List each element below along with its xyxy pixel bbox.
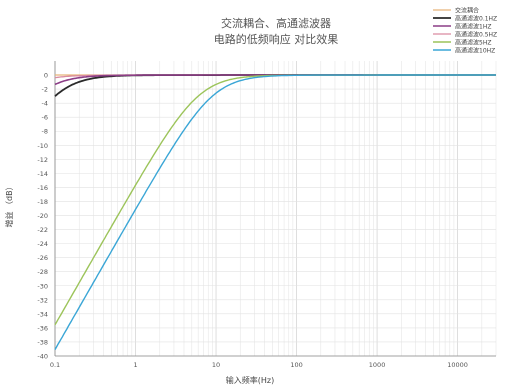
grid: [54, 61, 497, 357]
y-tick-label: -12: [37, 156, 48, 164]
y-axis-label: 增益 （dB）: [4, 182, 14, 227]
y-tick-label: -38: [37, 338, 48, 346]
axes: [54, 61, 496, 357]
y-tick-label: -22: [37, 226, 48, 234]
y-tick-labels: 0 -2 -4 -6 -8 -10 -12 -14 -16 -18 -20 -22 -24 -26 -28 -…: [37, 72, 48, 361]
y-tick-label: -20: [37, 212, 48, 220]
legend-label: 高通滤波5HZ: [455, 39, 491, 47]
y-tick-label: -30: [37, 282, 48, 290]
x-tick-label: 10: [212, 361, 220, 369]
y-tick-label: -32: [37, 296, 48, 304]
x-tick-label: 100: [290, 361, 302, 369]
y-tick-label: -4: [42, 100, 48, 108]
y-tick-label: -40: [37, 353, 48, 361]
x-tick-label: 0.1: [50, 361, 60, 369]
legend-label: 高通滤波10HZ: [455, 47, 495, 55]
x-axis-label: 输入频率(Hz): [226, 375, 274, 385]
y-tick-label: -2: [42, 86, 48, 94]
x-tick-label: 1000: [369, 361, 386, 369]
curves: [54, 74, 496, 350]
legend-label: 高通滤波1HZ: [455, 23, 491, 31]
y-tick-label: -16: [37, 184, 48, 192]
y-tick-label: -24: [37, 240, 48, 248]
y-tick-label: -10: [37, 142, 48, 150]
y-tick-label: -6: [42, 114, 48, 122]
legend: 交流耦合高通滤波0.1HZ高通滤波1HZ高通滤波0.5HZ高通滤波5HZ高通滤波…: [433, 7, 497, 55]
x-tick-labels: 0.1 1 10 100 1000 10000: [50, 361, 468, 369]
y-tick-label: -28: [37, 268, 48, 276]
x-tick-label: 10000: [447, 361, 468, 369]
y-tick-label: -8: [42, 128, 48, 136]
legend-label: 高通滤波0.5HZ: [455, 31, 497, 39]
chart-title-line-1: 交流耦合、高通滤波器: [221, 16, 331, 30]
legend-label: 交流耦合: [455, 7, 479, 15]
y-tick-label: -14: [37, 170, 48, 178]
y-tick-label: 0: [44, 72, 48, 80]
legend-label: 高通滤波0.1HZ: [455, 15, 497, 23]
series-line: [54, 74, 496, 97]
y-tick-label: -26: [37, 254, 48, 262]
y-tick-label: -18: [37, 198, 48, 206]
series-line: [54, 74, 496, 350]
chart-title-line-2: 电路的低频响应 对比效果: [214, 32, 339, 46]
series-line: [54, 74, 496, 326]
y-tick-label: -36: [37, 324, 48, 332]
x-tick-label: 1: [133, 361, 137, 369]
y-tick-label: -34: [37, 310, 48, 318]
